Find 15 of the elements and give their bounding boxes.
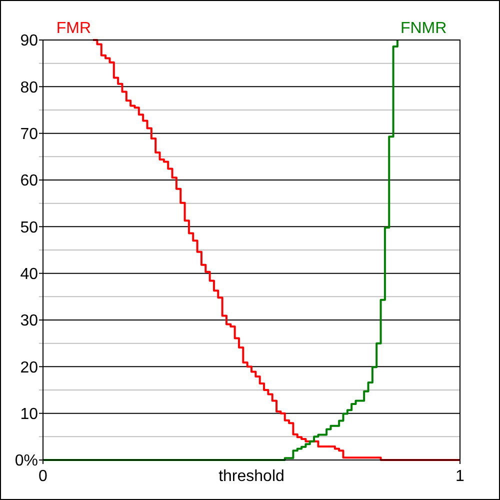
x-axis-title: threshold	[218, 468, 284, 485]
y-tick-label: 60	[20, 172, 38, 190]
y-tick-label: 80	[20, 79, 38, 96]
series-label: FNMR	[400, 20, 447, 37]
y-tick-label: 90	[20, 32, 38, 50]
series-label: FMR	[56, 20, 92, 37]
x-tick-label: 1	[456, 468, 465, 485]
y-tick-label: 40	[20, 266, 38, 283]
y-tick-label: 10	[20, 406, 38, 423]
y-tick-label: 20	[20, 359, 38, 376]
y-tick-label: 70	[20, 126, 38, 143]
y-tick-label: 50	[20, 219, 38, 236]
y-tick-label: 30	[20, 312, 38, 330]
x-tick-label: 0	[38, 468, 48, 485]
y-tick-label: 0%	[14, 452, 38, 470]
